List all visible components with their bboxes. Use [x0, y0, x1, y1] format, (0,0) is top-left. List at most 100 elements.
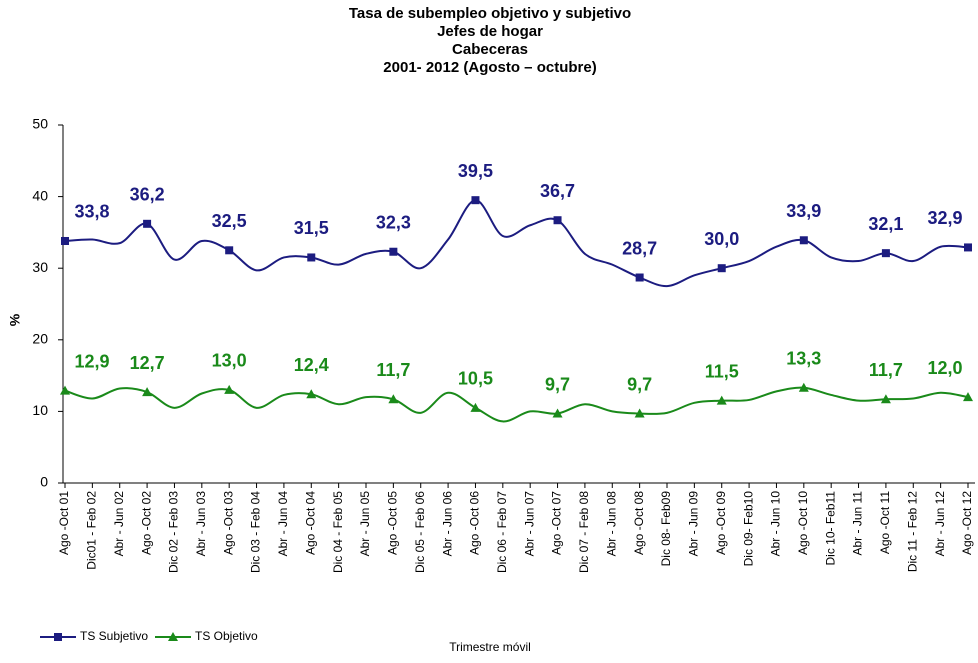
legend-marker: [168, 632, 178, 641]
data-label: 13,0: [212, 351, 247, 371]
y-tick-label: 40: [32, 187, 48, 203]
data-label: 36,7: [540, 181, 575, 201]
chart-title: Tasa de subempleo objetivo y subjetivo: [349, 5, 631, 22]
data-point: [881, 249, 890, 258]
data-point: [552, 408, 563, 418]
x-tick-label: Abr - Jun 03: [194, 491, 208, 557]
y-tick-label: 10: [32, 402, 48, 418]
data-point: [799, 236, 808, 245]
data-label: 32,3: [376, 212, 411, 232]
data-label: 12,0: [927, 358, 962, 378]
x-axis-label: Trimestre móvil: [449, 640, 531, 654]
x-tick-label: Ago -Oct 04: [303, 491, 317, 555]
data-label: 12,7: [130, 353, 165, 373]
legend-label: TS Objetivo: [195, 629, 258, 643]
y-axis-label: %: [7, 313, 23, 326]
x-tick-label: Abr - Jun 05: [358, 491, 372, 557]
data-label: 36,2: [130, 185, 165, 205]
data-point: [717, 264, 726, 273]
x-tick-label: Dic 04 - Feb 05: [331, 491, 345, 573]
data-label: 9,7: [627, 374, 652, 394]
data-label: 30,0: [704, 229, 739, 249]
chart-title: Cabeceras: [452, 41, 528, 58]
data-label: 31,5: [294, 218, 329, 238]
x-tick-label: Ago -Oct 03: [221, 491, 235, 555]
data-point: [142, 387, 153, 397]
data-label: 9,7: [545, 374, 570, 394]
x-tick-label: Abr - Jun 08: [604, 491, 618, 557]
data-point: [143, 219, 152, 228]
data-point: [880, 394, 891, 404]
x-tick-label: Abr - Jun 06: [440, 491, 454, 557]
x-tick-label: Abr - Jun 04: [276, 491, 290, 557]
data-label: 33,8: [74, 202, 109, 222]
y-tick-label: 20: [32, 331, 48, 347]
x-tick-label: Dic 07 - Feb 08: [577, 491, 591, 573]
x-tick-label: Dic 06 - Feb 07: [495, 491, 509, 573]
data-point: [307, 253, 316, 262]
x-tick-label: Dic 08- Feb09: [659, 491, 673, 567]
x-tick-label: Abr - Jun 10: [769, 491, 783, 557]
data-point: [225, 246, 234, 255]
x-tick-label: Ago -Oct 09: [714, 491, 728, 555]
data-point: [224, 384, 235, 394]
data-point: [470, 402, 481, 412]
x-tick-label: Ago -Oct 08: [632, 491, 646, 555]
data-label: 28,7: [622, 238, 657, 258]
x-tick-label: Dic 11 - Feb 12: [905, 491, 919, 572]
x-tick-label: Dic 09- Feb10: [741, 491, 755, 567]
chart-title: 2001- 2012 (Agosto – octubre): [383, 59, 596, 76]
x-tick-label: Ago -Oct 12: [960, 491, 974, 555]
legend-marker: [54, 633, 62, 641]
x-tick-label: Dic01 - Feb 02: [85, 491, 99, 570]
data-point: [964, 243, 972, 252]
data-label: 32,5: [212, 211, 247, 231]
y-tick-label: 50: [32, 116, 48, 132]
series-line: [64, 386, 969, 423]
data-point: [306, 389, 317, 399]
data-label: 12,4: [294, 355, 329, 375]
data-point: [60, 385, 70, 395]
data-point: [61, 236, 69, 245]
y-tick-label: 30: [32, 259, 48, 275]
data-point: [635, 273, 644, 282]
data-label: 13,3: [786, 349, 821, 369]
x-tick-label: Ago -Oct 06: [468, 491, 482, 555]
x-tick-label: Abr - Jun 11: [851, 491, 865, 556]
data-point: [798, 382, 809, 392]
chart-title: Jefes de hogar: [437, 23, 543, 40]
y-tick-label: 0: [40, 474, 48, 490]
data-label: 12,9: [74, 351, 109, 371]
x-tick-label: Ago -Oct 11: [878, 491, 892, 554]
data-point: [389, 247, 398, 256]
x-tick-label: Dic 05 - Feb 06: [413, 491, 427, 573]
data-label: 33,9: [786, 201, 821, 221]
x-tick-label: Abr - Jun 02: [112, 491, 126, 557]
data-point: [963, 392, 973, 402]
x-tick-label: Ago -Oct 10: [796, 491, 810, 555]
x-tick-label: Ago -Oct 07: [550, 491, 564, 555]
data-label: 32,1: [868, 214, 903, 234]
data-point: [388, 394, 399, 404]
x-tick-label: Ago -Oct 02: [139, 491, 153, 555]
legend-label: TS Subjetivo: [80, 629, 148, 643]
x-tick-label: Dic 02 - Feb 03: [167, 491, 181, 573]
data-label: 32,9: [927, 208, 962, 228]
data-label: 11,7: [376, 360, 410, 380]
data-label: 39,5: [458, 161, 493, 181]
x-tick-label: Ago -Oct 05: [386, 491, 400, 555]
data-label: 11,7: [869, 360, 903, 380]
x-tick-label: Abr - Jun 07: [522, 491, 536, 557]
x-tick-label: Dic 10- Feb11: [823, 491, 837, 566]
x-tick-label: Abr - Jun 09: [687, 491, 701, 557]
data-point: [634, 408, 645, 418]
data-label: 11,5: [705, 361, 739, 381]
x-tick-label: Ago -Oct 01: [57, 491, 71, 555]
x-tick-label: Abr - Jun 12: [933, 491, 947, 557]
x-tick-label: Dic 03 - Feb 04: [249, 491, 263, 573]
data-point: [716, 395, 727, 405]
series-line: [64, 199, 969, 288]
data-point: [553, 216, 562, 225]
data-point: [471, 196, 480, 205]
